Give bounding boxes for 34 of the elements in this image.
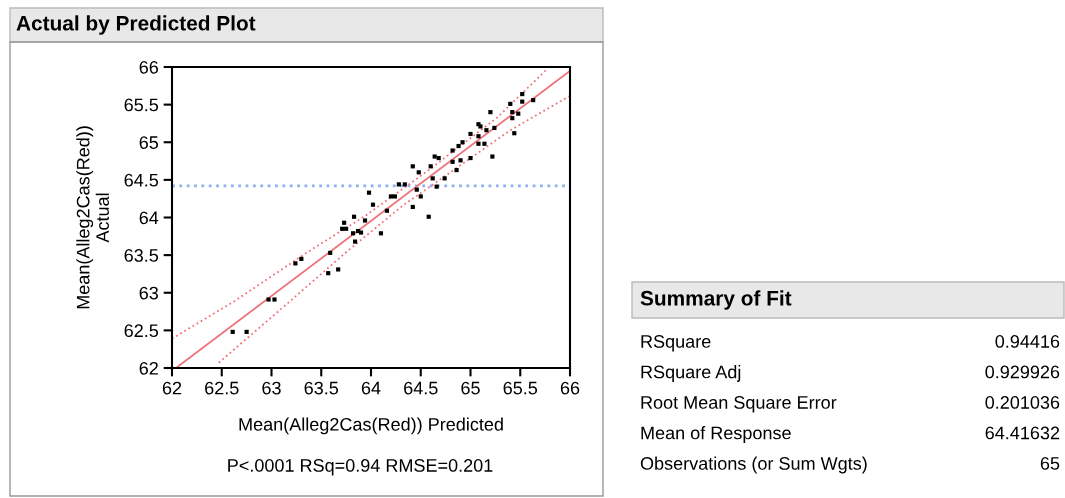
y-tick-label: 64 <box>139 211 159 225</box>
chart-title: Actual by Predicted Plot <box>16 15 256 35</box>
text: Root Mean Square Error <box>641 396 837 413</box>
x-tick-label: 65 <box>461 381 480 395</box>
text: P<.0001 RSq=0.94 RMSE=0.201 <box>228 459 493 476</box>
text: 0.94416 <box>995 335 1060 348</box>
y-tick-label: 63.5 <box>124 249 159 262</box>
text: RSquare Adj <box>641 365 741 382</box>
y-tick-label: 62 <box>139 361 158 375</box>
y-axis-title: Mean(Alleg2Cas(Red)) Actual <box>76 126 109 309</box>
x-tick-label: 64.5 <box>404 381 438 395</box>
text: Observations (or Sum Wgts) <box>640 456 867 474</box>
text: RSquare <box>641 335 711 352</box>
x-tick-label: 64 <box>361 381 381 395</box>
y-tick-label: 65 <box>139 136 159 149</box>
y-tick-label: 64.5 <box>124 173 159 187</box>
y-tick-label: 65.5 <box>124 98 159 112</box>
x-tick-label: 66 <box>560 381 580 395</box>
x-tick-label: 63.5 <box>304 381 339 395</box>
x-tick-label: 62 <box>162 381 182 395</box>
x-tick-label: 65.5 <box>503 381 538 395</box>
text: Mean of Response <box>641 426 791 443</box>
text: Summary of Fit <box>640 290 792 310</box>
text: 0.929926 <box>985 365 1060 379</box>
y-tick-label: 62.5 <box>124 324 159 338</box>
x-tick-label: 62.5 <box>205 381 239 395</box>
line-series <box>217 95 570 364</box>
text: 65 <box>1040 457 1060 470</box>
x-axis-title: Mean(Alleg2Cas(Red)) Predicted <box>239 417 503 435</box>
text: 0.201036 <box>985 396 1060 409</box>
text: 64.41632 <box>985 426 1060 440</box>
y-tick-label: 66 <box>139 60 159 74</box>
x-tick-label: 63 <box>262 381 281 395</box>
y-tick-label: 63 <box>139 286 159 300</box>
